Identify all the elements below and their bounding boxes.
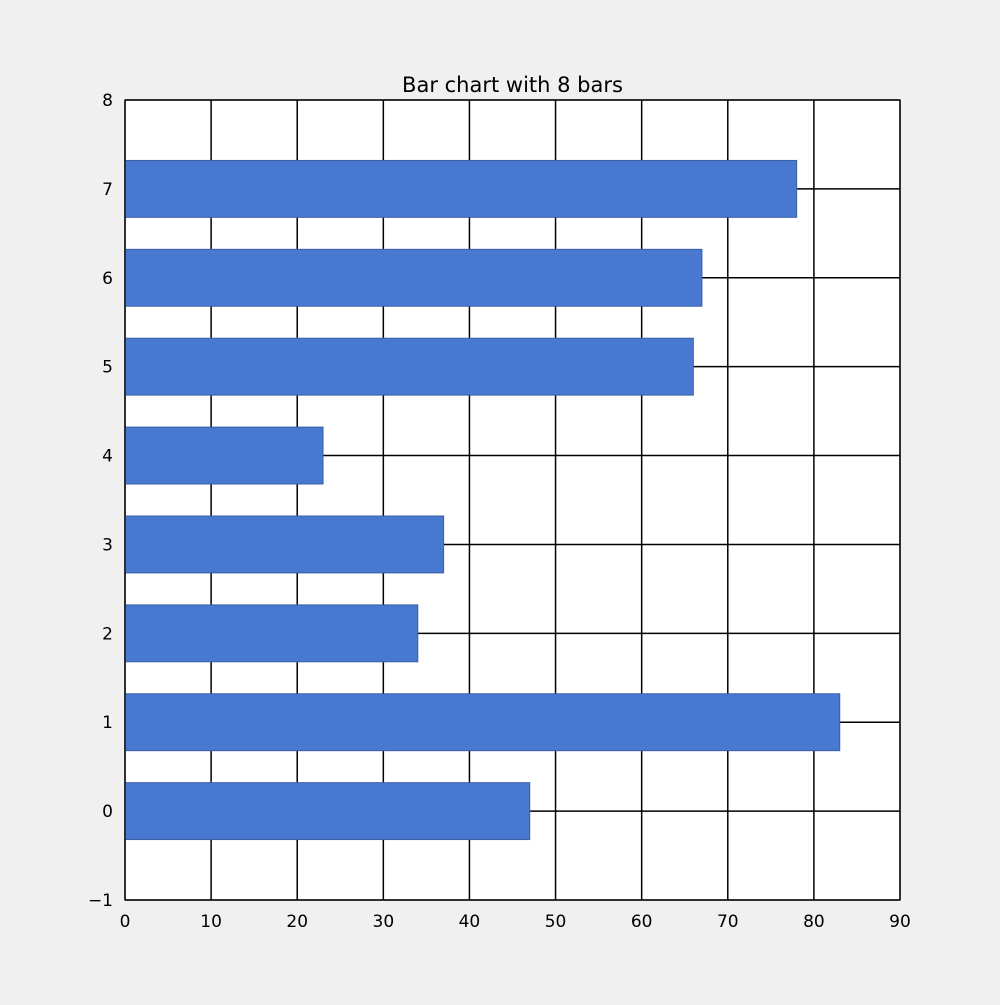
bar-3 (124, 515, 445, 574)
bars (124, 159, 841, 841)
plot-area (125, 100, 900, 900)
x-tick-label: 10 (200, 912, 222, 932)
x-tick-label: 90 (889, 912, 911, 932)
x-tick-label: 80 (803, 912, 825, 932)
y-tick-label: 4 (102, 447, 113, 467)
x-tick-label: 60 (631, 912, 653, 932)
y-tick-label: 7 (102, 180, 113, 200)
x-tick-label: 0 (120, 912, 131, 932)
bar-2 (124, 604, 419, 663)
chart-title: Bar chart with 8 bars (402, 73, 623, 97)
y-axis-ticks: −1 0 1 2 3 4 5 6 7 8 (88, 91, 113, 911)
bar-0 (124, 782, 531, 841)
bar-1 (124, 693, 841, 752)
axes-frame (124, 99, 901, 901)
y-tick-label: 3 (102, 535, 113, 555)
x-tick-label: 50 (545, 912, 567, 932)
x-tick-label: 40 (459, 912, 481, 932)
y-tick-label: 8 (102, 91, 113, 111)
x-axis-ticks: 0 10 20 30 40 50 60 70 80 90 (120, 912, 911, 932)
bar-6 (124, 248, 703, 307)
x-tick-label: 20 (286, 912, 308, 932)
y-tick-label: 5 (102, 358, 113, 378)
y-tick-label: −1 (88, 891, 113, 911)
y-tick-label: 6 (102, 269, 113, 289)
x-tick-label: 70 (717, 912, 739, 932)
y-tick-label: 2 (102, 624, 113, 644)
bar-7 (124, 159, 798, 218)
x-tick-label: 30 (373, 912, 395, 932)
y-tick-label: 0 (102, 802, 113, 822)
bar-4 (124, 426, 324, 485)
y-tick-label: 1 (102, 713, 113, 733)
bar-5 (124, 337, 694, 396)
